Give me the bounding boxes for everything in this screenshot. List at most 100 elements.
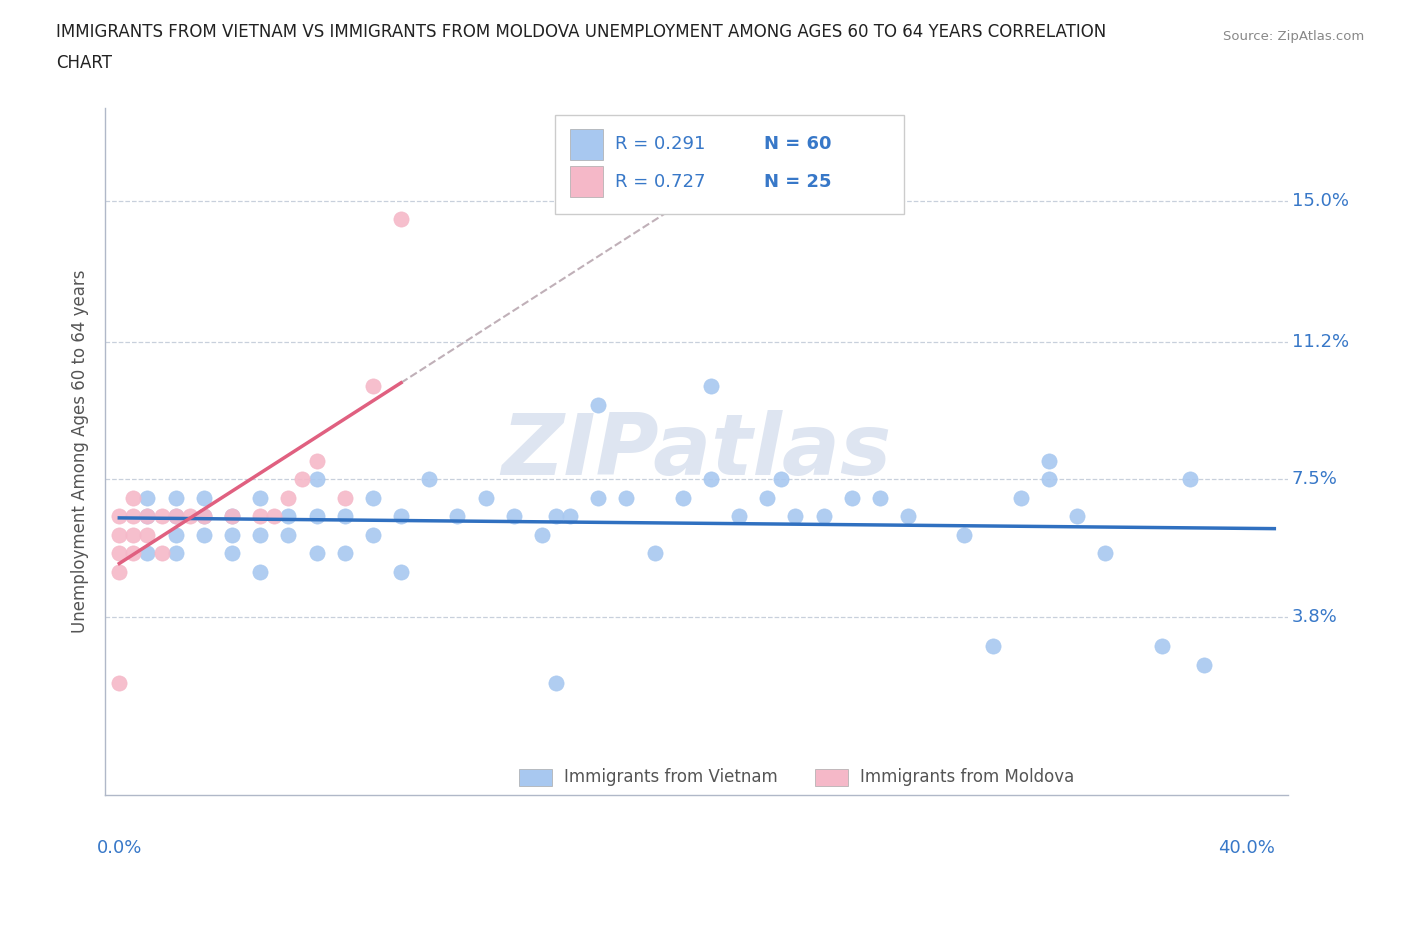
Text: N = 60: N = 60	[765, 136, 832, 153]
Point	[277, 509, 299, 524]
Point	[897, 509, 920, 524]
Point	[1066, 509, 1088, 524]
Point	[136, 546, 159, 561]
Point	[221, 546, 243, 561]
Text: R = 0.291: R = 0.291	[616, 136, 706, 153]
Point	[277, 527, 299, 542]
Point	[150, 546, 173, 561]
Point	[544, 509, 567, 524]
Point	[136, 490, 159, 505]
Point	[108, 527, 131, 542]
Point	[291, 472, 314, 486]
Point	[728, 509, 751, 524]
Point	[530, 527, 553, 542]
Point	[193, 527, 215, 542]
Point	[700, 379, 723, 393]
Point	[770, 472, 793, 486]
Point	[644, 546, 666, 561]
Point	[544, 676, 567, 691]
Point	[446, 509, 468, 524]
Text: IMMIGRANTS FROM VIETNAM VS IMMIGRANTS FROM MOLDOVA UNEMPLOYMENT AMONG AGES 60 TO: IMMIGRANTS FROM VIETNAM VS IMMIGRANTS FR…	[56, 23, 1107, 41]
Point	[221, 509, 243, 524]
Point	[616, 490, 638, 505]
Text: R = 0.727: R = 0.727	[616, 173, 706, 192]
Point	[122, 490, 145, 505]
Point	[333, 490, 356, 505]
Point	[841, 490, 863, 505]
Point	[221, 509, 243, 524]
Point	[122, 527, 145, 542]
Point	[136, 527, 159, 542]
Point	[869, 490, 891, 505]
Point	[981, 639, 1004, 654]
Bar	[815, 769, 848, 786]
Point	[361, 379, 384, 393]
Text: 7.5%: 7.5%	[1292, 471, 1339, 488]
Point	[1010, 490, 1032, 505]
Point	[785, 509, 807, 524]
Point	[165, 527, 187, 542]
Point	[249, 490, 271, 505]
Point	[108, 565, 131, 579]
Point	[586, 490, 609, 505]
Point	[193, 509, 215, 524]
Point	[305, 546, 328, 561]
Point	[165, 509, 187, 524]
Text: 3.8%: 3.8%	[1292, 607, 1337, 626]
Point	[953, 527, 976, 542]
Point	[1192, 658, 1215, 672]
Point	[361, 527, 384, 542]
Text: Immigrants from Vietnam: Immigrants from Vietnam	[564, 768, 778, 786]
Text: 0.0%: 0.0%	[97, 839, 142, 857]
Point	[389, 565, 412, 579]
Point	[249, 509, 271, 524]
Point	[165, 546, 187, 561]
Point	[418, 472, 440, 486]
Point	[502, 509, 524, 524]
Point	[193, 509, 215, 524]
Point	[333, 509, 356, 524]
Bar	[571, 128, 603, 160]
Point	[108, 546, 131, 561]
Point	[108, 509, 131, 524]
Bar	[571, 166, 603, 197]
Point	[193, 490, 215, 505]
Text: Immigrants from Moldova: Immigrants from Moldova	[860, 768, 1074, 786]
Point	[263, 509, 285, 524]
Point	[389, 212, 412, 227]
Point	[277, 490, 299, 505]
Point	[136, 509, 159, 524]
Point	[150, 509, 173, 524]
Point	[179, 509, 201, 524]
Text: N = 25: N = 25	[765, 173, 832, 192]
Point	[1178, 472, 1201, 486]
Point	[108, 676, 131, 691]
Point	[558, 509, 581, 524]
Point	[165, 509, 187, 524]
Point	[1038, 472, 1060, 486]
Point	[333, 546, 356, 561]
Point	[813, 509, 835, 524]
FancyBboxPatch shape	[555, 115, 904, 215]
Point	[136, 509, 159, 524]
Text: 40.0%: 40.0%	[1218, 839, 1275, 857]
Point	[700, 472, 723, 486]
Point	[249, 565, 271, 579]
Point	[756, 490, 779, 505]
Point	[389, 509, 412, 524]
Point	[474, 490, 496, 505]
Point	[361, 490, 384, 505]
Point	[221, 527, 243, 542]
Point	[305, 509, 328, 524]
Text: 11.2%: 11.2%	[1292, 333, 1350, 351]
Point	[249, 527, 271, 542]
Point	[586, 397, 609, 412]
Y-axis label: Unemployment Among Ages 60 to 64 years: Unemployment Among Ages 60 to 64 years	[72, 270, 89, 633]
Point	[122, 546, 145, 561]
Text: 15.0%: 15.0%	[1292, 192, 1348, 210]
Text: CHART: CHART	[56, 54, 112, 72]
Point	[305, 453, 328, 468]
Point	[672, 490, 695, 505]
Point	[1150, 639, 1173, 654]
Point	[122, 509, 145, 524]
